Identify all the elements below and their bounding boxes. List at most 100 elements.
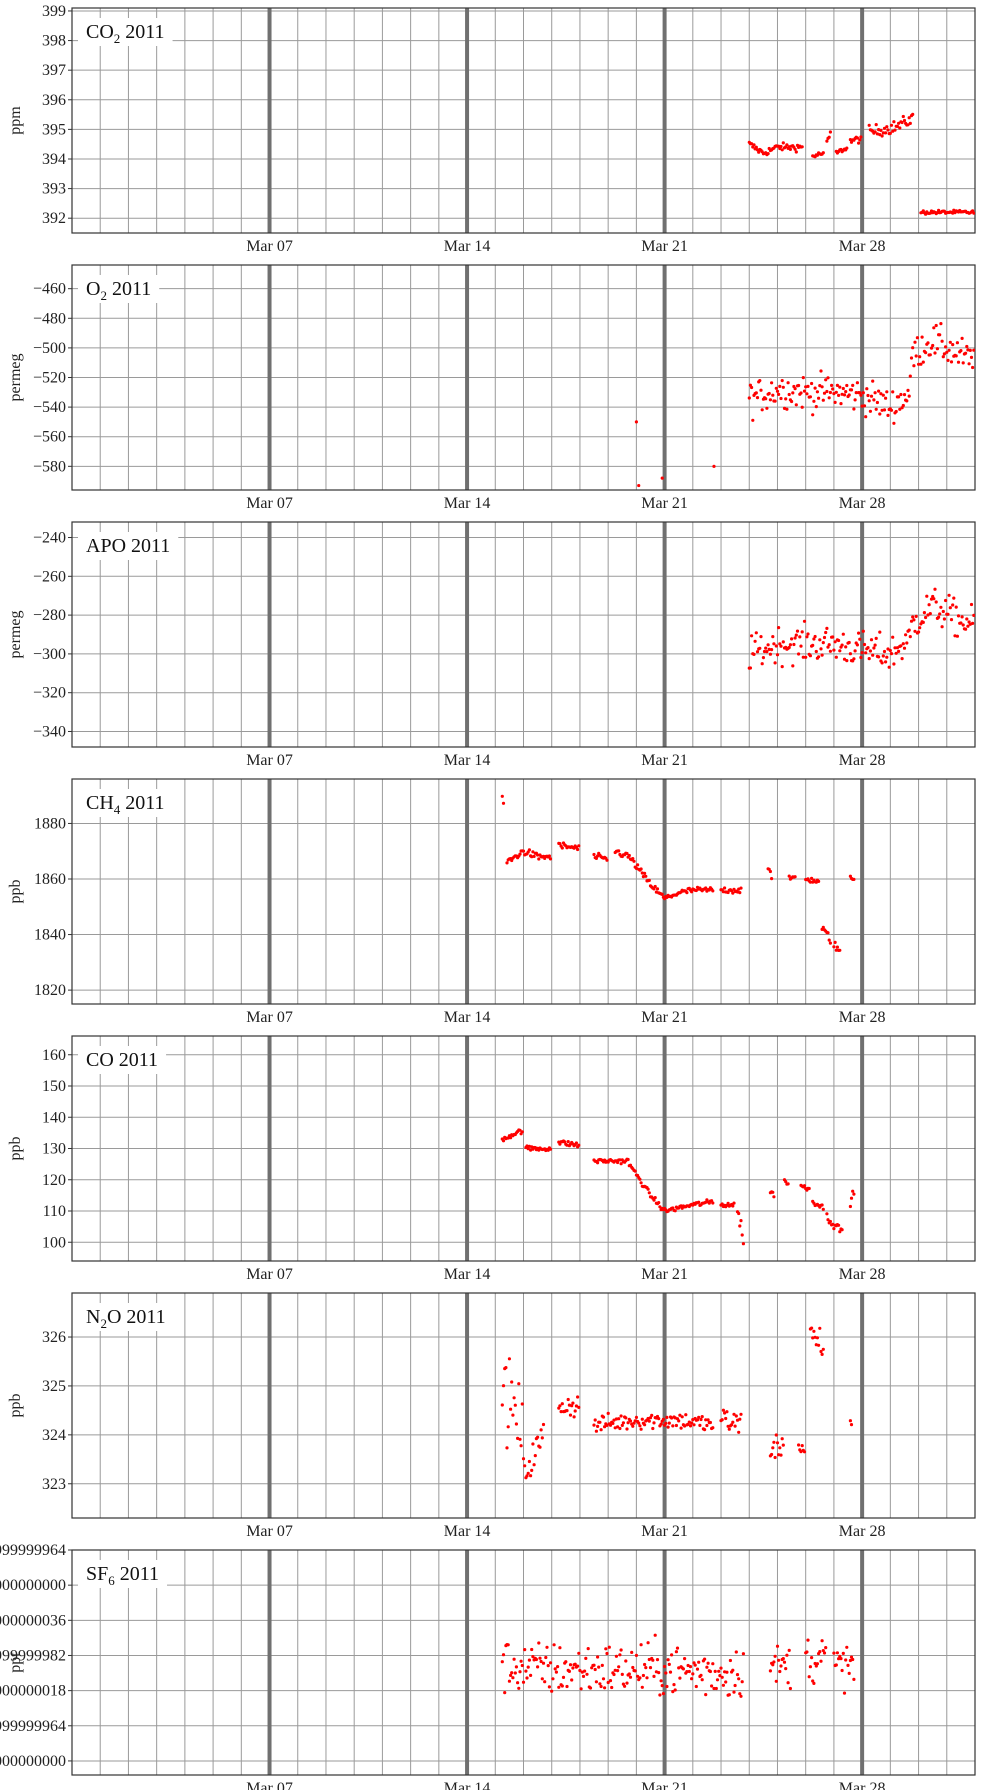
title-main: CH xyxy=(86,792,114,814)
data-point xyxy=(694,888,698,893)
data-point xyxy=(948,606,952,610)
data-point xyxy=(685,891,689,895)
data-point xyxy=(832,1651,836,1655)
y-tick-label: 396 xyxy=(42,92,66,109)
y-tick-label: 140 xyxy=(42,1109,66,1126)
data-point xyxy=(918,355,922,359)
data-point xyxy=(840,1228,844,1232)
data-point xyxy=(882,649,887,654)
data-point xyxy=(578,1668,582,1673)
data-point xyxy=(832,1227,836,1231)
data-point xyxy=(908,635,912,639)
data-point xyxy=(851,1657,855,1662)
data-point xyxy=(777,1658,781,1662)
data-point xyxy=(892,120,896,124)
data-point xyxy=(541,1661,546,1665)
data-point xyxy=(758,379,762,383)
data-point xyxy=(673,1209,677,1213)
data-point xyxy=(658,1693,662,1697)
data-point xyxy=(965,617,969,621)
chart-title: APO 2011 xyxy=(86,535,170,557)
data-point xyxy=(636,863,640,867)
data-point xyxy=(833,640,837,644)
data-point xyxy=(695,1418,700,1422)
data-point xyxy=(874,407,878,411)
data-point xyxy=(565,1409,569,1413)
data-point xyxy=(592,1663,596,1667)
data-point xyxy=(879,128,883,132)
data-point xyxy=(594,1429,599,1433)
data-point xyxy=(933,587,937,591)
title-backdrop xyxy=(78,1303,174,1331)
data-point xyxy=(894,409,898,414)
data-point xyxy=(572,1415,576,1419)
data-point xyxy=(806,632,810,636)
data-point xyxy=(674,1423,679,1428)
data-point xyxy=(510,858,514,863)
data-point xyxy=(865,387,869,391)
data-point xyxy=(807,1186,811,1191)
y-tick-label: 1880 xyxy=(34,815,66,832)
data-point xyxy=(779,144,783,149)
data-point xyxy=(831,387,835,391)
data-point xyxy=(959,349,963,353)
data-point xyxy=(506,1425,510,1429)
data-point xyxy=(576,847,580,852)
data-point xyxy=(658,1205,662,1209)
data-point xyxy=(732,1201,736,1205)
data-point xyxy=(884,396,888,400)
data-point xyxy=(523,1648,527,1652)
data-point xyxy=(712,1686,716,1691)
data-point xyxy=(594,1680,599,1684)
data-point xyxy=(784,397,788,401)
data-point xyxy=(834,655,838,659)
data-point xyxy=(838,649,842,653)
data-point xyxy=(671,1424,675,1428)
data-point xyxy=(505,1446,509,1450)
data-point xyxy=(821,151,825,155)
data-point xyxy=(893,646,897,650)
x-tick-label: Mar 21 xyxy=(641,752,688,769)
data-point xyxy=(611,1421,615,1425)
data-point xyxy=(778,1669,782,1674)
data-point xyxy=(666,1425,670,1429)
title-backdrop xyxy=(78,275,160,303)
data-point xyxy=(889,652,894,656)
data-point xyxy=(817,1343,821,1347)
y-tick-label: 1820 xyxy=(34,982,66,999)
y-tick-label: 1860 xyxy=(34,871,66,888)
data-point xyxy=(614,1654,619,1658)
data-point xyxy=(814,649,818,654)
data-point xyxy=(737,1430,741,1434)
data-point xyxy=(881,131,885,135)
data-point xyxy=(616,1160,620,1165)
data-point xyxy=(556,1665,560,1669)
data-point xyxy=(761,656,766,660)
y-tick-label: 7.29999999999999982 xyxy=(0,1647,66,1664)
data-point xyxy=(940,625,944,629)
data-point xyxy=(710,1684,714,1688)
data-point xyxy=(538,1656,542,1660)
data-point xyxy=(599,1428,603,1432)
data-point xyxy=(780,148,784,152)
data-point xyxy=(621,1421,626,1425)
data-point xyxy=(529,1474,533,1478)
data-point xyxy=(771,1663,775,1667)
data-point xyxy=(521,1680,526,1684)
data-point xyxy=(793,636,797,640)
data-point xyxy=(671,1690,675,1694)
data-point xyxy=(780,665,784,669)
data-point xyxy=(665,1415,669,1419)
y-tick-label: 120 xyxy=(42,1172,66,1189)
x-tick-label: Mar 28 xyxy=(839,1266,886,1283)
x-tick-label: Mar 28 xyxy=(839,238,886,255)
data-point xyxy=(685,1670,689,1674)
data-point xyxy=(858,391,862,395)
data-point xyxy=(787,874,791,878)
data-point xyxy=(526,1147,530,1151)
data-point xyxy=(924,615,928,620)
data-point xyxy=(652,1198,656,1202)
data-point xyxy=(688,1665,693,1669)
data-point xyxy=(841,632,845,636)
